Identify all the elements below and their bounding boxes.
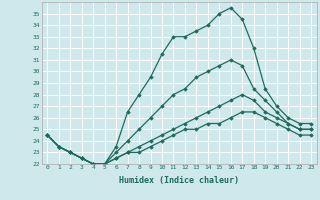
X-axis label: Humidex (Indice chaleur): Humidex (Indice chaleur)	[119, 176, 239, 185]
